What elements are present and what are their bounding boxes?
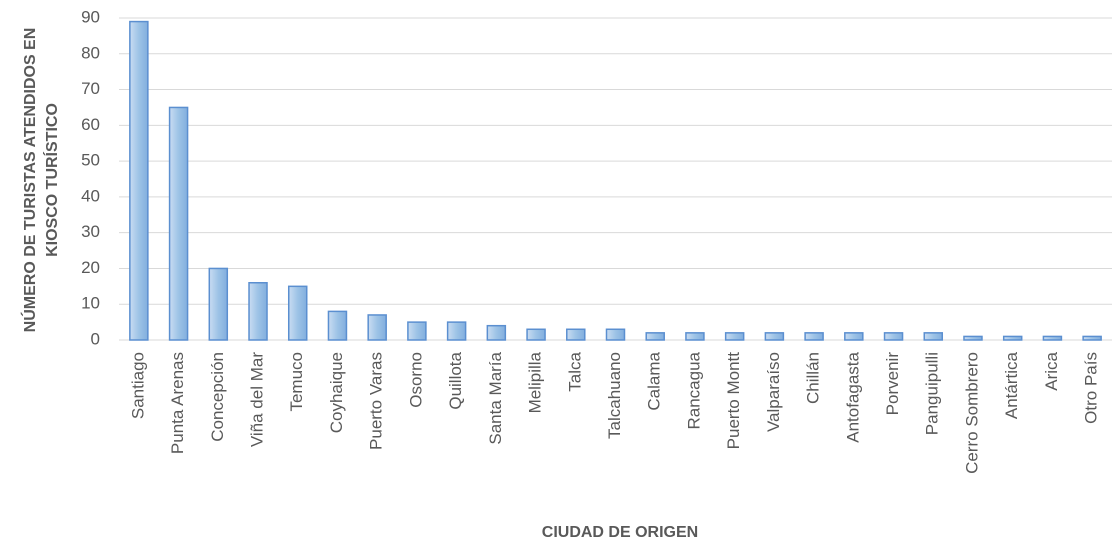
x-tick-label: Santa María	[486, 351, 505, 444]
y-tick-label: 0	[91, 329, 100, 348]
x-tick-label: Talcahuano	[605, 352, 624, 439]
bar	[446, 321, 467, 341]
bar	[1082, 335, 1102, 341]
x-tick-label: Viña del Mar	[248, 352, 267, 447]
bar	[883, 332, 904, 341]
bar	[804, 332, 824, 341]
x-tick-label: Valparaíso	[764, 352, 783, 432]
bar	[645, 332, 665, 341]
bar	[248, 282, 268, 341]
bar	[1042, 335, 1063, 341]
y-tick-label: 60	[81, 115, 100, 134]
x-tick-label: Santiago	[128, 352, 147, 419]
x-tick-label: Melipilla	[526, 351, 545, 413]
x-tick-label: Punta Arenas	[168, 352, 187, 454]
x-tick-label: Antofagasta	[843, 351, 862, 442]
x-tick-label: Puerto Montt	[724, 352, 743, 450]
x-tick-label: Quillota	[446, 351, 465, 409]
y-tick-label: 90	[81, 7, 100, 26]
x-axis-title: CIUDAD DE ORIGEN	[542, 524, 698, 541]
x-tick-label: Cerro Sombrero	[962, 352, 981, 474]
bar	[685, 332, 705, 341]
bar	[168, 106, 189, 341]
x-tick-label: Coyhaique	[327, 352, 346, 433]
x-tick-label: Rancagua	[684, 351, 703, 429]
x-tick-label: Talca	[565, 351, 584, 391]
bar	[923, 332, 944, 341]
bar	[526, 328, 546, 341]
bar	[605, 328, 626, 341]
y-tick-label: 20	[81, 258, 100, 277]
bar	[1002, 335, 1023, 341]
bar	[724, 332, 745, 341]
bar	[764, 332, 785, 341]
x-tick-label: Panguipulli	[923, 352, 942, 435]
y-tick-label: 40	[81, 186, 100, 205]
y-tick-label: 80	[81, 43, 100, 62]
bar	[129, 20, 149, 341]
bar	[566, 328, 586, 341]
x-tick-label: Chillán	[804, 352, 823, 404]
y-axis-title: NÚMERO DE TURISTAS ATENDIDOS EN KIOSCO T…	[22, 27, 61, 333]
bar	[486, 324, 507, 341]
bar	[287, 285, 308, 341]
y-tick-label: 50	[81, 151, 100, 170]
bar	[367, 314, 387, 341]
bar	[844, 332, 864, 341]
y-tick-label: 10	[81, 294, 100, 313]
y-tick-label: 30	[81, 222, 100, 241]
bar	[407, 321, 427, 341]
x-tick-label: Temuco	[287, 352, 306, 412]
bar	[208, 267, 229, 341]
x-tick-label: Calama	[645, 351, 664, 410]
x-tick-label: Puerto Varas	[367, 352, 386, 450]
x-tick-label: Antártica	[1002, 351, 1021, 419]
bar	[327, 310, 348, 341]
x-tick-label: Concepción	[208, 352, 227, 442]
x-tick-label: Osorno	[406, 352, 425, 408]
x-tick-label: Otro País	[1082, 352, 1101, 424]
bar	[963, 335, 983, 341]
x-tick-label: Porvenir	[883, 352, 902, 416]
y-tick-label: 70	[81, 79, 100, 98]
x-tick-label: Arica	[1042, 351, 1061, 390]
